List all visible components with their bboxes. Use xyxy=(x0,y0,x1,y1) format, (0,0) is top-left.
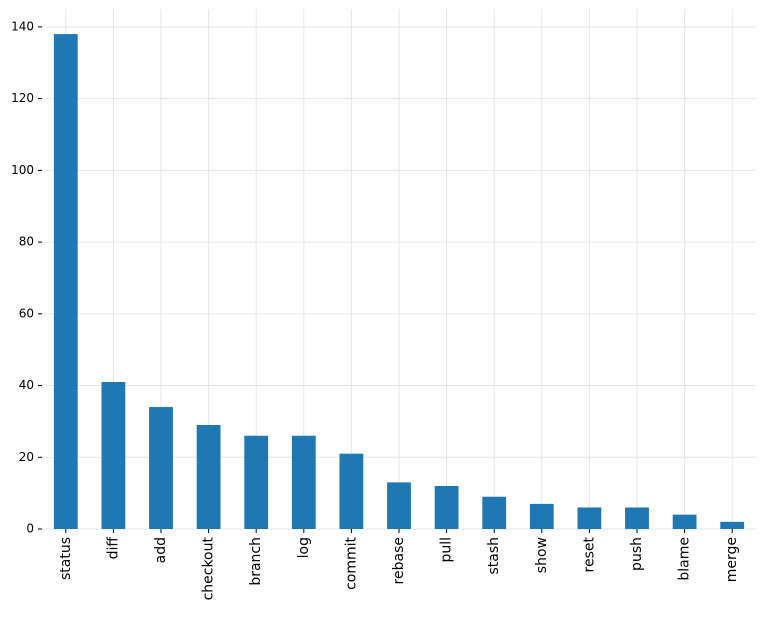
bar xyxy=(577,507,602,529)
bar xyxy=(720,521,745,529)
x-tick-label: log xyxy=(296,537,312,558)
y-tick-label: 140 xyxy=(11,19,34,33)
y-tick-label: 0 xyxy=(26,522,34,536)
x-tick-label: show xyxy=(534,537,550,573)
x-tick-label: diff xyxy=(105,537,121,560)
x-tick-label: blame xyxy=(677,537,693,581)
bar xyxy=(529,503,554,529)
x-tick-label: rebase xyxy=(391,537,407,584)
bar xyxy=(53,34,78,529)
y-tick-label: 60 xyxy=(19,306,34,320)
bar xyxy=(101,381,126,529)
bar xyxy=(291,435,316,529)
bar xyxy=(196,425,221,529)
x-tick-label: pull xyxy=(439,537,455,563)
y-tick-label: 40 xyxy=(19,378,34,392)
bar xyxy=(672,514,697,529)
y-tick-label: 120 xyxy=(11,91,34,105)
bar xyxy=(387,482,411,529)
x-tick-label: commit xyxy=(343,536,359,589)
x-tick-label: merge xyxy=(724,537,740,582)
y-tick-label: 100 xyxy=(11,163,34,177)
bar xyxy=(434,485,459,529)
y-tick-label: 20 xyxy=(19,450,34,464)
x-tick-label: add xyxy=(153,537,169,563)
bar xyxy=(244,435,269,529)
bar xyxy=(149,407,173,529)
x-tick-label: reset xyxy=(581,537,597,573)
y-tick-label: 80 xyxy=(19,235,34,249)
x-tick-label: status xyxy=(58,537,74,580)
bar xyxy=(625,507,649,529)
x-tick-label: branch xyxy=(248,537,264,586)
x-tick-label: checkout xyxy=(201,536,217,600)
x-tick-label: push xyxy=(629,537,645,571)
bar xyxy=(482,496,507,529)
x-tick-label: stash xyxy=(486,537,502,575)
bar xyxy=(339,453,364,529)
